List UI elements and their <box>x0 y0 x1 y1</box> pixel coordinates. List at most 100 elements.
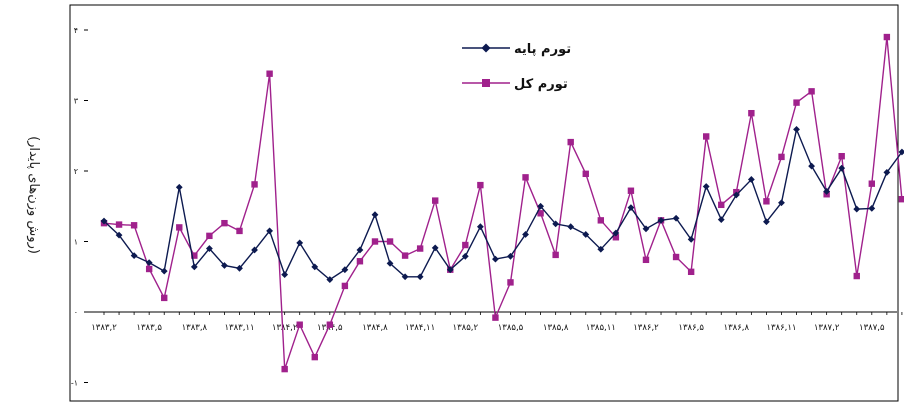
x-tick-label: ۱۳۸۳,۸ <box>182 323 208 333</box>
x-tick-label: ۱۳۸۴,۲ <box>272 323 298 333</box>
data-point-core <box>823 188 831 195</box>
y-axis: -۱ ۰ ۱ ۲ ۳ ۴ <box>71 26 88 388</box>
data-point-total <box>567 138 574 146</box>
x-tick-label: ۱۳۸۳,۱۱ <box>224 323 254 333</box>
x-tick-label: ۱۳۸۴,۵ <box>317 323 343 333</box>
data-point-total <box>582 170 589 178</box>
legend-marker-diamond <box>481 43 491 53</box>
data-point-total <box>130 222 138 229</box>
data-point-core <box>386 259 394 267</box>
legend: تورم پایه تورم کل <box>462 42 571 92</box>
data-point-total <box>191 252 198 259</box>
data-point-core <box>883 169 891 176</box>
data-point-core <box>582 231 590 238</box>
data-point-total <box>537 210 544 217</box>
data-point-total <box>371 238 379 245</box>
data-point-total <box>462 241 469 249</box>
data-point-core <box>266 227 274 235</box>
data-point-total <box>401 252 409 259</box>
data-point-total <box>522 174 529 181</box>
x-tick-label: ۱۳۸۳,۵ <box>136 323 162 333</box>
data-point-total <box>748 109 755 117</box>
y-tick-label: ۴ <box>74 26 78 35</box>
data-point-core <box>552 220 560 228</box>
data-point-core <box>537 202 544 210</box>
series-layer <box>100 33 904 373</box>
y-axis-label: (روش وزن‌های پایدار) <box>26 136 41 254</box>
data-point-total <box>356 258 364 265</box>
data-point-core <box>898 148 904 156</box>
plot-area-border <box>69 4 899 402</box>
data-point-total <box>507 279 514 286</box>
data-point-core <box>356 246 364 254</box>
y-tick-label: ۳ <box>74 97 79 106</box>
data-point-total <box>416 245 424 252</box>
x-tick-label: ۱۳۸۷,۲ <box>814 323 840 333</box>
y-tick-label: ۱ <box>74 238 78 247</box>
data-point-core <box>296 239 304 247</box>
legend-marker-square <box>482 79 490 87</box>
data-point-core <box>507 252 514 260</box>
data-point-total <box>552 251 559 259</box>
y-tick-label: ۲ <box>74 167 78 176</box>
data-point-total <box>251 181 258 188</box>
data-point-core <box>281 271 289 279</box>
data-point-total <box>386 238 394 245</box>
data-point-total <box>296 321 303 328</box>
data-point-core <box>130 252 138 259</box>
data-point-total <box>311 353 318 361</box>
x-tick-label: ۱۳۸۶,۵ <box>678 323 704 333</box>
data-point-core <box>567 223 575 231</box>
data-point-total <box>206 232 213 240</box>
legend-label: تورم کل <box>514 77 568 92</box>
data-point-total <box>853 272 860 280</box>
data-point-total <box>145 265 153 273</box>
data-point-core <box>401 273 409 281</box>
data-point-total <box>898 196 904 203</box>
data-point-total <box>176 224 183 231</box>
data-point-core <box>597 245 605 253</box>
data-point-core <box>341 266 349 274</box>
legend-label: تورم پایه <box>514 42 571 57</box>
data-point-core <box>145 259 153 267</box>
x-tick-label: ۱۳۸۵,۱۱ <box>586 323 616 333</box>
x-tick-label: ۱۳۸۳,۲ <box>91 323 117 333</box>
data-point-total <box>432 197 439 204</box>
data-point-core <box>732 191 740 199</box>
data-point-total <box>868 180 876 187</box>
data-point-total <box>793 99 800 106</box>
data-point-total <box>236 227 243 235</box>
data-point-total <box>597 217 605 224</box>
data-point-core <box>100 217 108 225</box>
data-point-total <box>808 88 815 95</box>
data-point-core <box>476 223 484 231</box>
data-point-total <box>703 133 710 140</box>
data-point-core <box>446 266 454 274</box>
data-point-core <box>160 267 168 275</box>
data-point-total <box>221 219 228 227</box>
data-point-total <box>672 253 680 261</box>
data-point-core <box>702 183 710 190</box>
data-point-total <box>477 181 484 189</box>
data-point-core <box>672 214 680 222</box>
data-point-core <box>175 183 183 191</box>
data-point-total <box>326 321 334 328</box>
data-point-total <box>492 314 499 321</box>
data-point-core <box>778 199 785 207</box>
x-tick-label: ۱۳۸۵,۲ <box>453 323 479 333</box>
data-point-total <box>266 70 273 77</box>
x-tick-label: ۱۳۸۵,۵ <box>498 323 524 333</box>
data-point-total <box>687 268 695 276</box>
data-point-core <box>205 245 213 252</box>
data-point-core <box>717 216 725 224</box>
x-tick-label: ۱۳۸۶,۱۱ <box>766 323 796 333</box>
data-point-total <box>718 201 725 209</box>
data-point-core <box>461 252 469 260</box>
data-point-total <box>883 33 891 41</box>
data-point-total <box>627 187 635 194</box>
data-point-core <box>115 231 123 239</box>
data-point-core <box>522 231 529 238</box>
data-point-core <box>221 262 228 269</box>
